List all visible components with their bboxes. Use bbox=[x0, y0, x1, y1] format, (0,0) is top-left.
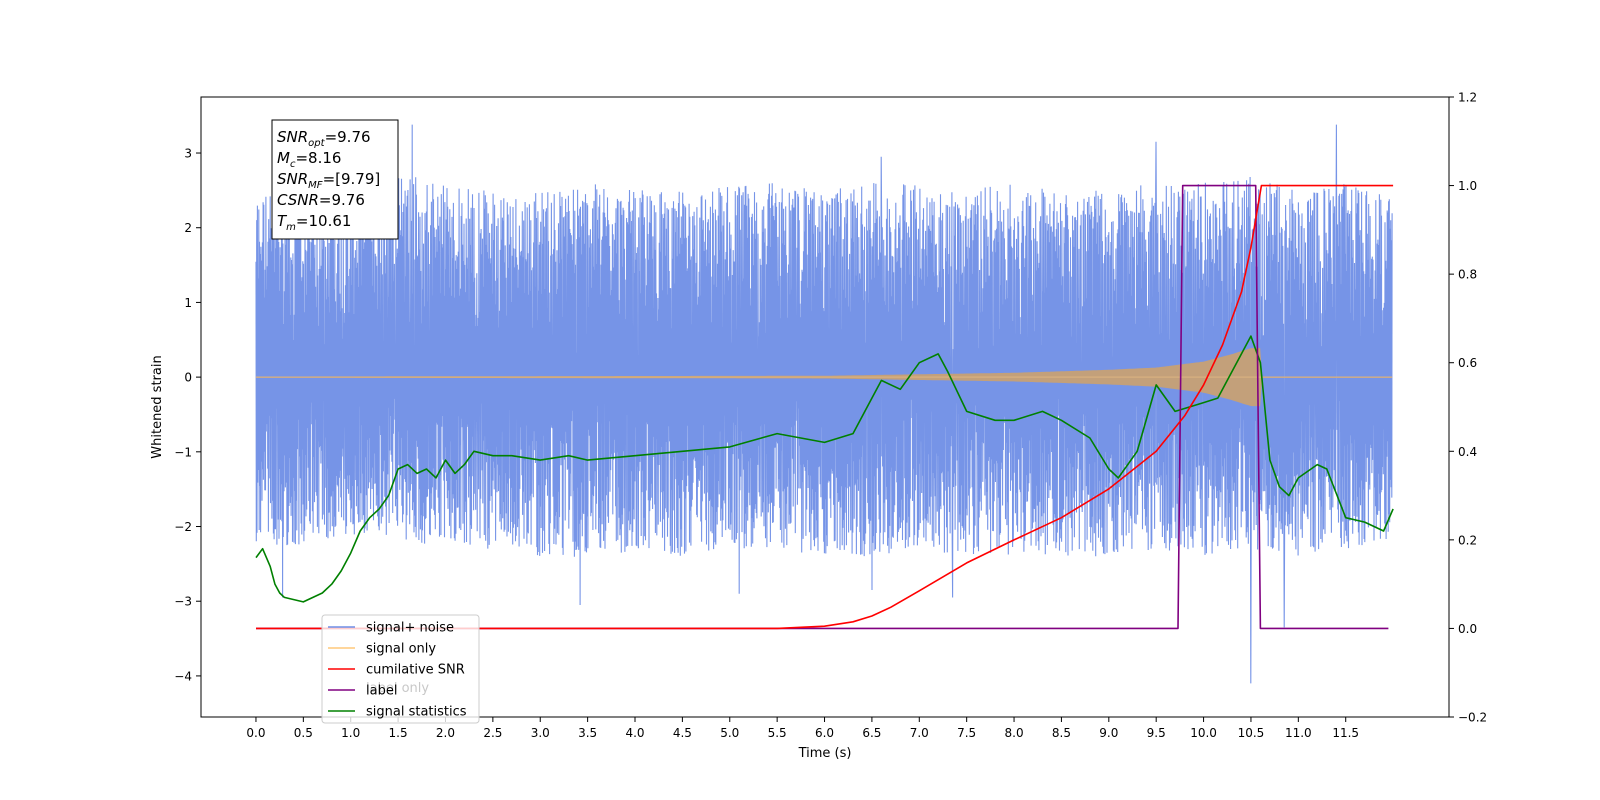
y-tick-label: 2 bbox=[184, 221, 192, 235]
x-axis: 0.0 0.5 1.0 1.5 2.0 2.5 3.0 3.5 4.0 4.5 5.0 5.5 6.0 6… bbox=[246, 717, 1359, 740]
annotation-line: Tm=10.61 bbox=[277, 212, 351, 233]
annotation-line: SNRMF=[9.79] bbox=[277, 170, 380, 191]
x-tick-label: 6.5 bbox=[862, 726, 881, 740]
legend-label: cumilative SNR bbox=[366, 663, 465, 678]
series-signal-noise bbox=[255, 124, 1393, 684]
y-tick-label: 3 bbox=[184, 147, 192, 161]
x-tick-label: 4.5 bbox=[673, 726, 692, 740]
y-tick-label: −1 bbox=[174, 445, 192, 459]
x-tick-label: 0.0 bbox=[246, 726, 265, 740]
y-tick-label: −4 bbox=[174, 669, 192, 683]
x-tick-label: 2.0 bbox=[436, 726, 455, 740]
x-tick-label: 11.5 bbox=[1332, 726, 1359, 740]
x-tick-label: 3.0 bbox=[531, 726, 550, 740]
y-tick-label: −2 bbox=[174, 520, 192, 534]
y2-tick-label: 0.0 bbox=[1458, 622, 1477, 636]
x-tick-label: 8.0 bbox=[1005, 726, 1024, 740]
legend-label: label bbox=[366, 684, 397, 699]
y2-tick-label: −0.2 bbox=[1458, 711, 1487, 725]
annotation-frame bbox=[271, 119, 399, 240]
annotation-line: SNRopt=9.76 bbox=[277, 128, 371, 149]
y-tick-label: −3 bbox=[174, 595, 192, 609]
legend-label: signal only bbox=[366, 642, 436, 657]
legend-label: signal+ noise bbox=[366, 621, 454, 636]
x-tick-label: 9.0 bbox=[1099, 726, 1118, 740]
x-tick-label: 9.5 bbox=[1147, 726, 1166, 740]
y2-tick-label: 0.2 bbox=[1458, 533, 1477, 547]
legend: label only signal+ noise signal only cumila… bbox=[321, 614, 480, 724]
plot-area bbox=[255, 124, 1394, 684]
y-tick-label: 1 bbox=[184, 296, 192, 310]
x-tick-label: 10.0 bbox=[1190, 726, 1217, 740]
x-tick-label: 11.0 bbox=[1285, 726, 1312, 740]
x-tick-label: 7.5 bbox=[957, 726, 976, 740]
x-tick-label: 6.0 bbox=[815, 726, 834, 740]
y2-tick-label: 0.6 bbox=[1458, 356, 1477, 370]
annotation-line: Mc=8.16 bbox=[277, 149, 341, 170]
x-tick-label: 7.0 bbox=[910, 726, 929, 740]
x-axis-label: Time (s) bbox=[798, 746, 852, 761]
y2-tick-label: 1.0 bbox=[1458, 179, 1477, 193]
legend-frame bbox=[321, 614, 480, 724]
legend-occluded-text: label only bbox=[366, 681, 429, 696]
annotation-line: CSNR=9.76 bbox=[277, 191, 365, 209]
x-tick-label: 0.5 bbox=[294, 726, 313, 740]
y-tick-label: 0 bbox=[184, 371, 192, 385]
x-tick-label: 10.5 bbox=[1238, 726, 1265, 740]
y2-tick-label: 0.4 bbox=[1458, 445, 1477, 459]
x-tick-label: 3.5 bbox=[578, 726, 597, 740]
y-axis-right: −0.2 0.0 0.2 0.4 0.6 0.8 1.0 1.2 bbox=[1449, 91, 1487, 725]
x-tick-label: 1.0 bbox=[341, 726, 360, 740]
y-axis-label: Whitened strain bbox=[150, 355, 165, 458]
x-tick-label: 5.5 bbox=[768, 726, 787, 740]
x-tick-label: 5.0 bbox=[720, 726, 739, 740]
x-tick-label: 4.0 bbox=[625, 726, 644, 740]
y2-tick-label: 1.2 bbox=[1458, 91, 1477, 105]
x-tick-label: 2.5 bbox=[483, 726, 502, 740]
series-signal-statistics bbox=[255, 335, 1394, 603]
legend-label: signal statistics bbox=[366, 705, 467, 720]
series-label bbox=[256, 184, 1389, 630]
y2-tick-label: 0.8 bbox=[1458, 268, 1477, 282]
y-axis-left: −4 −3 −2 −1 0 1 2 3 bbox=[174, 147, 201, 683]
series-cumulative-snr bbox=[256, 184, 1394, 630]
x-tick-label: 1.5 bbox=[389, 726, 408, 740]
x-tick-label: 8.5 bbox=[1052, 726, 1071, 740]
